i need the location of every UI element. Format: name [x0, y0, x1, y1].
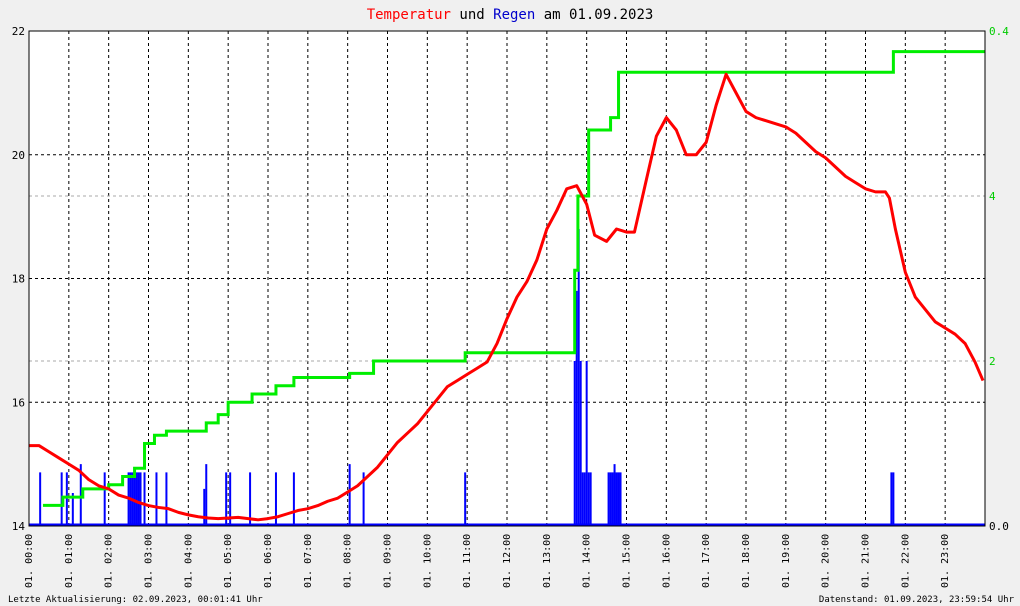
x-tick-label: 01. 14:00 — [582, 534, 593, 588]
temperature-line — [29, 72, 985, 522]
y-left-tick-label: 14 — [12, 520, 26, 533]
x-tick-label: 01. 06:00 — [263, 534, 274, 588]
rain-bar — [587, 472, 590, 526]
rain-bar — [205, 464, 208, 526]
x-tick-label: 01. 04:00 — [183, 534, 194, 588]
x-tick-label: 01. 01:00 — [64, 534, 75, 588]
x-tick-label: 01. 20:00 — [821, 534, 832, 588]
x-tick-label: 01. 18:00 — [741, 534, 752, 588]
y-left-tick-label: 16 — [12, 396, 25, 409]
x-tick-label: 01. 15:00 — [622, 534, 633, 588]
title-und: und — [451, 7, 493, 23]
y-left-tick-label: 20 — [12, 149, 25, 162]
rain-bar — [39, 472, 42, 526]
x-tick-label: 01. 11:00 — [462, 534, 473, 588]
rain-bar — [225, 472, 228, 526]
rain-bar — [619, 472, 622, 526]
rain-bar — [362, 472, 365, 526]
x-tick-label: 01. 21:00 — [861, 534, 872, 588]
rain-bar — [589, 472, 592, 526]
rain-bar — [143, 472, 146, 526]
x-tick-label: 01. 19:00 — [781, 534, 792, 588]
x-tick-label: 01. 22:00 — [900, 534, 911, 588]
grid-lines — [29, 31, 985, 526]
title-date: am 01.09.2023 — [535, 7, 653, 23]
axis-labels: 01. 00:00 01. 01:00 01. 02:00 01. 03:00 01. … — [12, 25, 1009, 588]
plot-frame — [28, 30, 986, 527]
rain-bar — [65, 472, 68, 526]
rain-bar — [607, 472, 610, 526]
footer-last-update: Letzte Aktualisierung: 02.09.2023, 00:01… — [8, 595, 263, 605]
title-regen: Regen — [493, 7, 535, 23]
rain-bar — [613, 464, 616, 526]
rain-bar — [165, 472, 168, 526]
y-right-tick-label: 0.0 — [989, 520, 1009, 533]
y-right-tick-label: 4 — [989, 190, 996, 203]
rain-bar — [617, 472, 620, 526]
rain-bar — [585, 361, 588, 526]
x-tick-label: 01. 03:00 — [144, 534, 155, 588]
rain-bar — [139, 472, 142, 526]
rain-bar — [609, 472, 612, 526]
rain-bar — [348, 464, 351, 526]
x-tick-label: 01. 16:00 — [661, 534, 672, 588]
y-left-tick-label: 22 — [12, 25, 25, 38]
rain-bar — [464, 472, 467, 526]
series-lines — [29, 50, 985, 522]
rain-bar — [575, 290, 578, 526]
y-right-tick-label: 0.4 — [989, 25, 1009, 38]
x-tick-label: 01. 09:00 — [383, 534, 394, 588]
rain-bar — [229, 472, 232, 526]
rain-bar — [890, 472, 893, 526]
rain-bar — [274, 472, 277, 526]
rain-bar — [203, 488, 206, 526]
y-left-tick-label: 18 — [12, 273, 25, 286]
rain-bar — [583, 472, 586, 526]
y-right-tick-label: 2 — [989, 355, 996, 368]
rain-bar — [292, 472, 295, 526]
rain-bar — [249, 472, 252, 526]
rain-bar — [135, 472, 138, 526]
rain-bar — [79, 464, 82, 526]
rain-bar — [579, 361, 582, 526]
rain-bar — [615, 472, 618, 526]
x-tick-label: 01. 23:00 — [940, 534, 951, 588]
x-tick-label: 01. 13:00 — [542, 534, 553, 588]
rain-bar — [892, 472, 895, 526]
rain-bar — [581, 472, 584, 526]
x-tick-label: 01. 07:00 — [303, 534, 314, 588]
x-tick-label: 01. 17:00 — [701, 534, 712, 588]
footer-data-status: Datenstand: 01.09.2023, 23:59:54 Uhr — [819, 595, 1015, 605]
rain-bar — [71, 493, 74, 526]
x-tick-label: 01. 05:00 — [223, 534, 234, 588]
x-tick-label: 01. 02:00 — [104, 534, 115, 588]
x-tick-label: 01. 12:00 — [502, 534, 513, 588]
x-tick-label: 01. 08:00 — [343, 534, 354, 588]
chart-title: Temperatur und Regen am 01.09.2023 — [367, 7, 654, 23]
rain-bar — [155, 472, 158, 526]
title-temperatur: Temperatur — [367, 7, 451, 23]
rain-bar — [577, 229, 580, 526]
x-tick-label: 01. 10:00 — [422, 534, 433, 588]
x-tick-label: 01. 00:00 — [24, 534, 35, 588]
rain-bar — [137, 472, 140, 526]
rain-bar — [103, 472, 106, 526]
rain-bar — [611, 472, 614, 526]
rain-bar — [573, 361, 576, 526]
cumulative-rain-line — [42, 50, 985, 507]
